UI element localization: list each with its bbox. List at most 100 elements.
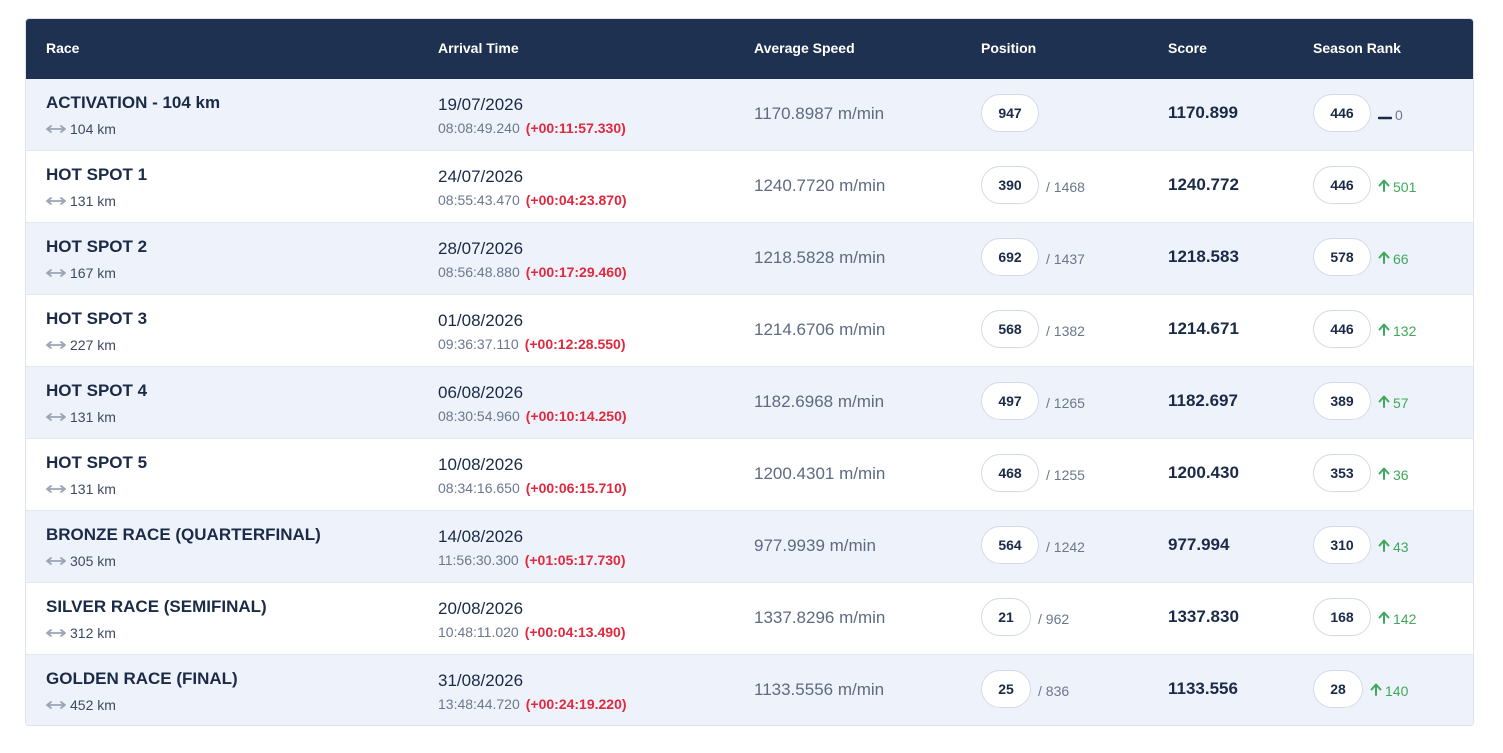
distance-value: 167 km <box>70 265 116 281</box>
score-value: 1337.830 <box>1168 607 1239 626</box>
position-total: / 836 <box>1038 683 1070 699</box>
position-badge: 568 <box>981 310 1039 348</box>
header-season-rank[interactable]: Season Rank <box>1313 40 1401 56</box>
arrival-time: 08:30:54.960 (+00:10:14.250) <box>438 408 627 424</box>
race-name[interactable]: BRONZE RACE (QUARTERFINAL) <box>46 525 321 544</box>
position-total: / 1265 <box>1046 395 1085 411</box>
rank-change: 57 <box>1378 395 1409 411</box>
arrival-gap: (+00:24:19.220) <box>525 696 627 712</box>
arrival-date: 19/07/2026 <box>438 95 524 114</box>
rank-change: 142 <box>1378 611 1416 627</box>
rank-change: 132 <box>1378 323 1416 339</box>
score-value: 1240.772 <box>1168 175 1239 194</box>
arrival-gap: (+00:10:14.250) <box>525 408 627 424</box>
race-name[interactable]: SILVER RACE (SEMIFINAL) <box>46 597 267 616</box>
rank-change: 0 <box>1377 107 1403 123</box>
average-speed: 1182.6968 m/min <box>754 392 885 411</box>
arrow-up-icon <box>1378 395 1390 411</box>
season-rank-badge: 353 <box>1313 454 1371 492</box>
arrival-date: 24/07/2026 <box>438 167 524 186</box>
arrival-date: 01/08/2026 <box>438 311 524 330</box>
arrow-up-icon <box>1378 467 1390 483</box>
average-speed: 1170.8987 m/min <box>754 104 885 123</box>
position-badge: 947 <box>981 94 1039 132</box>
arrival-date: 06/08/2026 <box>438 383 524 402</box>
race-distance: 227 km <box>46 337 116 353</box>
arrival-time: 08:34:16.650 (+00:06:15.710) <box>438 480 627 496</box>
distance-arrows-icon <box>46 556 66 566</box>
race-name[interactable]: ACTIVATION - 104 km <box>46 93 221 112</box>
arrow-up-icon <box>1378 251 1390 267</box>
race-distance: 167 km <box>46 265 116 281</box>
race-name[interactable]: HOT SPOT 4 <box>46 381 148 400</box>
header-position[interactable]: Position <box>981 40 1037 56</box>
average-speed: 1218.5828 m/min <box>754 248 886 267</box>
table-row[interactable]: ACTIVATION - 104 km 104 km 19/07/2026 08:08… <box>26 79 1473 151</box>
rank-change-value: 142 <box>1393 611 1417 627</box>
dash-icon <box>1377 107 1393 123</box>
race-name[interactable]: GOLDEN RACE (FINAL) <box>46 669 238 688</box>
arrival-clock: 08:34:16.650 <box>438 480 520 496</box>
score-value: 1214.671 <box>1168 319 1239 338</box>
race-name[interactable]: HOT SPOT 1 <box>46 165 148 184</box>
table-row[interactable]: BRONZE RACE (QUARTERFINAL) 305 km 14/08/20… <box>26 511 1473 583</box>
score-value: 1170.899 <box>1168 103 1238 122</box>
table-row[interactable]: HOT SPOT 3 227 km 01/08/2026 09:36:37.110 (+… <box>26 295 1473 367</box>
arrival-gap: (+00:06:15.710) <box>525 480 627 496</box>
position-badge: 497 <box>981 382 1039 420</box>
rank-change-value: 501 <box>1393 179 1417 195</box>
position-total: / 1468 <box>1046 179 1085 195</box>
position-total: / 1242 <box>1046 539 1085 555</box>
position-badge: 390 <box>981 166 1039 204</box>
table-row[interactable]: HOT SPOT 4 131 km 06/08/2026 08:30:54.960 (+… <box>26 367 1473 439</box>
table-row[interactable]: SILVER RACE (SEMIFINAL) 312 km 20/08/2026 1… <box>26 583 1473 655</box>
header-score[interactable]: Score <box>1168 40 1207 56</box>
position-total: / 1437 <box>1046 251 1085 267</box>
arrival-time: 13:48:44.720 (+00:24:19.220) <box>438 696 627 712</box>
season-rank-badge: 310 <box>1313 526 1371 564</box>
distance-arrows-icon <box>46 412 66 422</box>
table-row[interactable]: HOT SPOT 5 131 km 10/08/2026 08:34:16.650 (+… <box>26 439 1473 511</box>
arrival-time: 08:55:43.470 (+00:04:23.870) <box>438 192 627 208</box>
arrival-clock: 09:36:37.110 <box>438 336 519 352</box>
race-distance: 452 km <box>46 697 116 713</box>
arrival-clock: 08:30:54.960 <box>438 408 520 424</box>
average-speed: 977.9939 m/min <box>754 536 876 555</box>
season-rank-badge: 446 <box>1313 166 1371 204</box>
race-name[interactable]: HOT SPOT 2 <box>46 237 148 256</box>
average-speed: 1200.4301 m/min <box>754 464 886 483</box>
arrival-date: 31/08/2026 <box>438 671 524 690</box>
arrow-up-icon <box>1378 179 1390 195</box>
position-badge: 21 <box>981 598 1031 636</box>
season-rank-badge: 28 <box>1313 670 1363 708</box>
rank-change: 140 <box>1370 683 1408 699</box>
rank-change-value: 132 <box>1393 323 1417 339</box>
table-row[interactable]: HOT SPOT 1 131 km 24/07/2026 08:55:43.470 (+… <box>26 151 1473 223</box>
season-rank-badge: 446 <box>1313 94 1371 132</box>
rank-change-value: 57 <box>1393 395 1409 411</box>
position-total: / 1382 <box>1046 323 1085 339</box>
race-name[interactable]: HOT SPOT 3 <box>46 309 148 328</box>
arrival-gap: (+00:04:23.870) <box>525 192 627 208</box>
arrival-gap: (+00:11:57.330) <box>525 120 626 136</box>
race-name[interactable]: HOT SPOT 5 <box>46 453 148 472</box>
distance-arrows-icon <box>46 268 66 278</box>
season-rank-badge: 578 <box>1313 238 1371 276</box>
season-rank-badge: 389 <box>1313 382 1371 420</box>
header-average-speed[interactable]: Average Speed <box>754 40 855 56</box>
table-row[interactable]: GOLDEN RACE (FINAL) 452 km 31/08/2026 13:48… <box>26 655 1473 725</box>
race-distance: 312 km <box>46 625 116 641</box>
arrival-clock: 11:56:30.300 <box>438 552 519 568</box>
rank-change-value: 140 <box>1385 683 1409 699</box>
arrival-clock: 08:56:48.880 <box>438 264 520 280</box>
arrival-time: 08:08:49.240 (+00:11:57.330) <box>438 120 626 136</box>
arrival-date: 20/08/2026 <box>438 599 524 618</box>
distance-value: 452 km <box>70 697 116 713</box>
arrival-date: 14/08/2026 <box>438 527 524 546</box>
header-arrival-time[interactable]: Arrival Time <box>438 40 519 56</box>
arrival-date: 28/07/2026 <box>438 239 524 258</box>
table-row[interactable]: HOT SPOT 2 167 km 28/07/2026 08:56:48.880 (+… <box>26 223 1473 295</box>
distance-value: 104 km <box>70 121 116 137</box>
header-race[interactable]: Race <box>46 40 80 56</box>
season-rank-badge: 168 <box>1313 598 1371 636</box>
